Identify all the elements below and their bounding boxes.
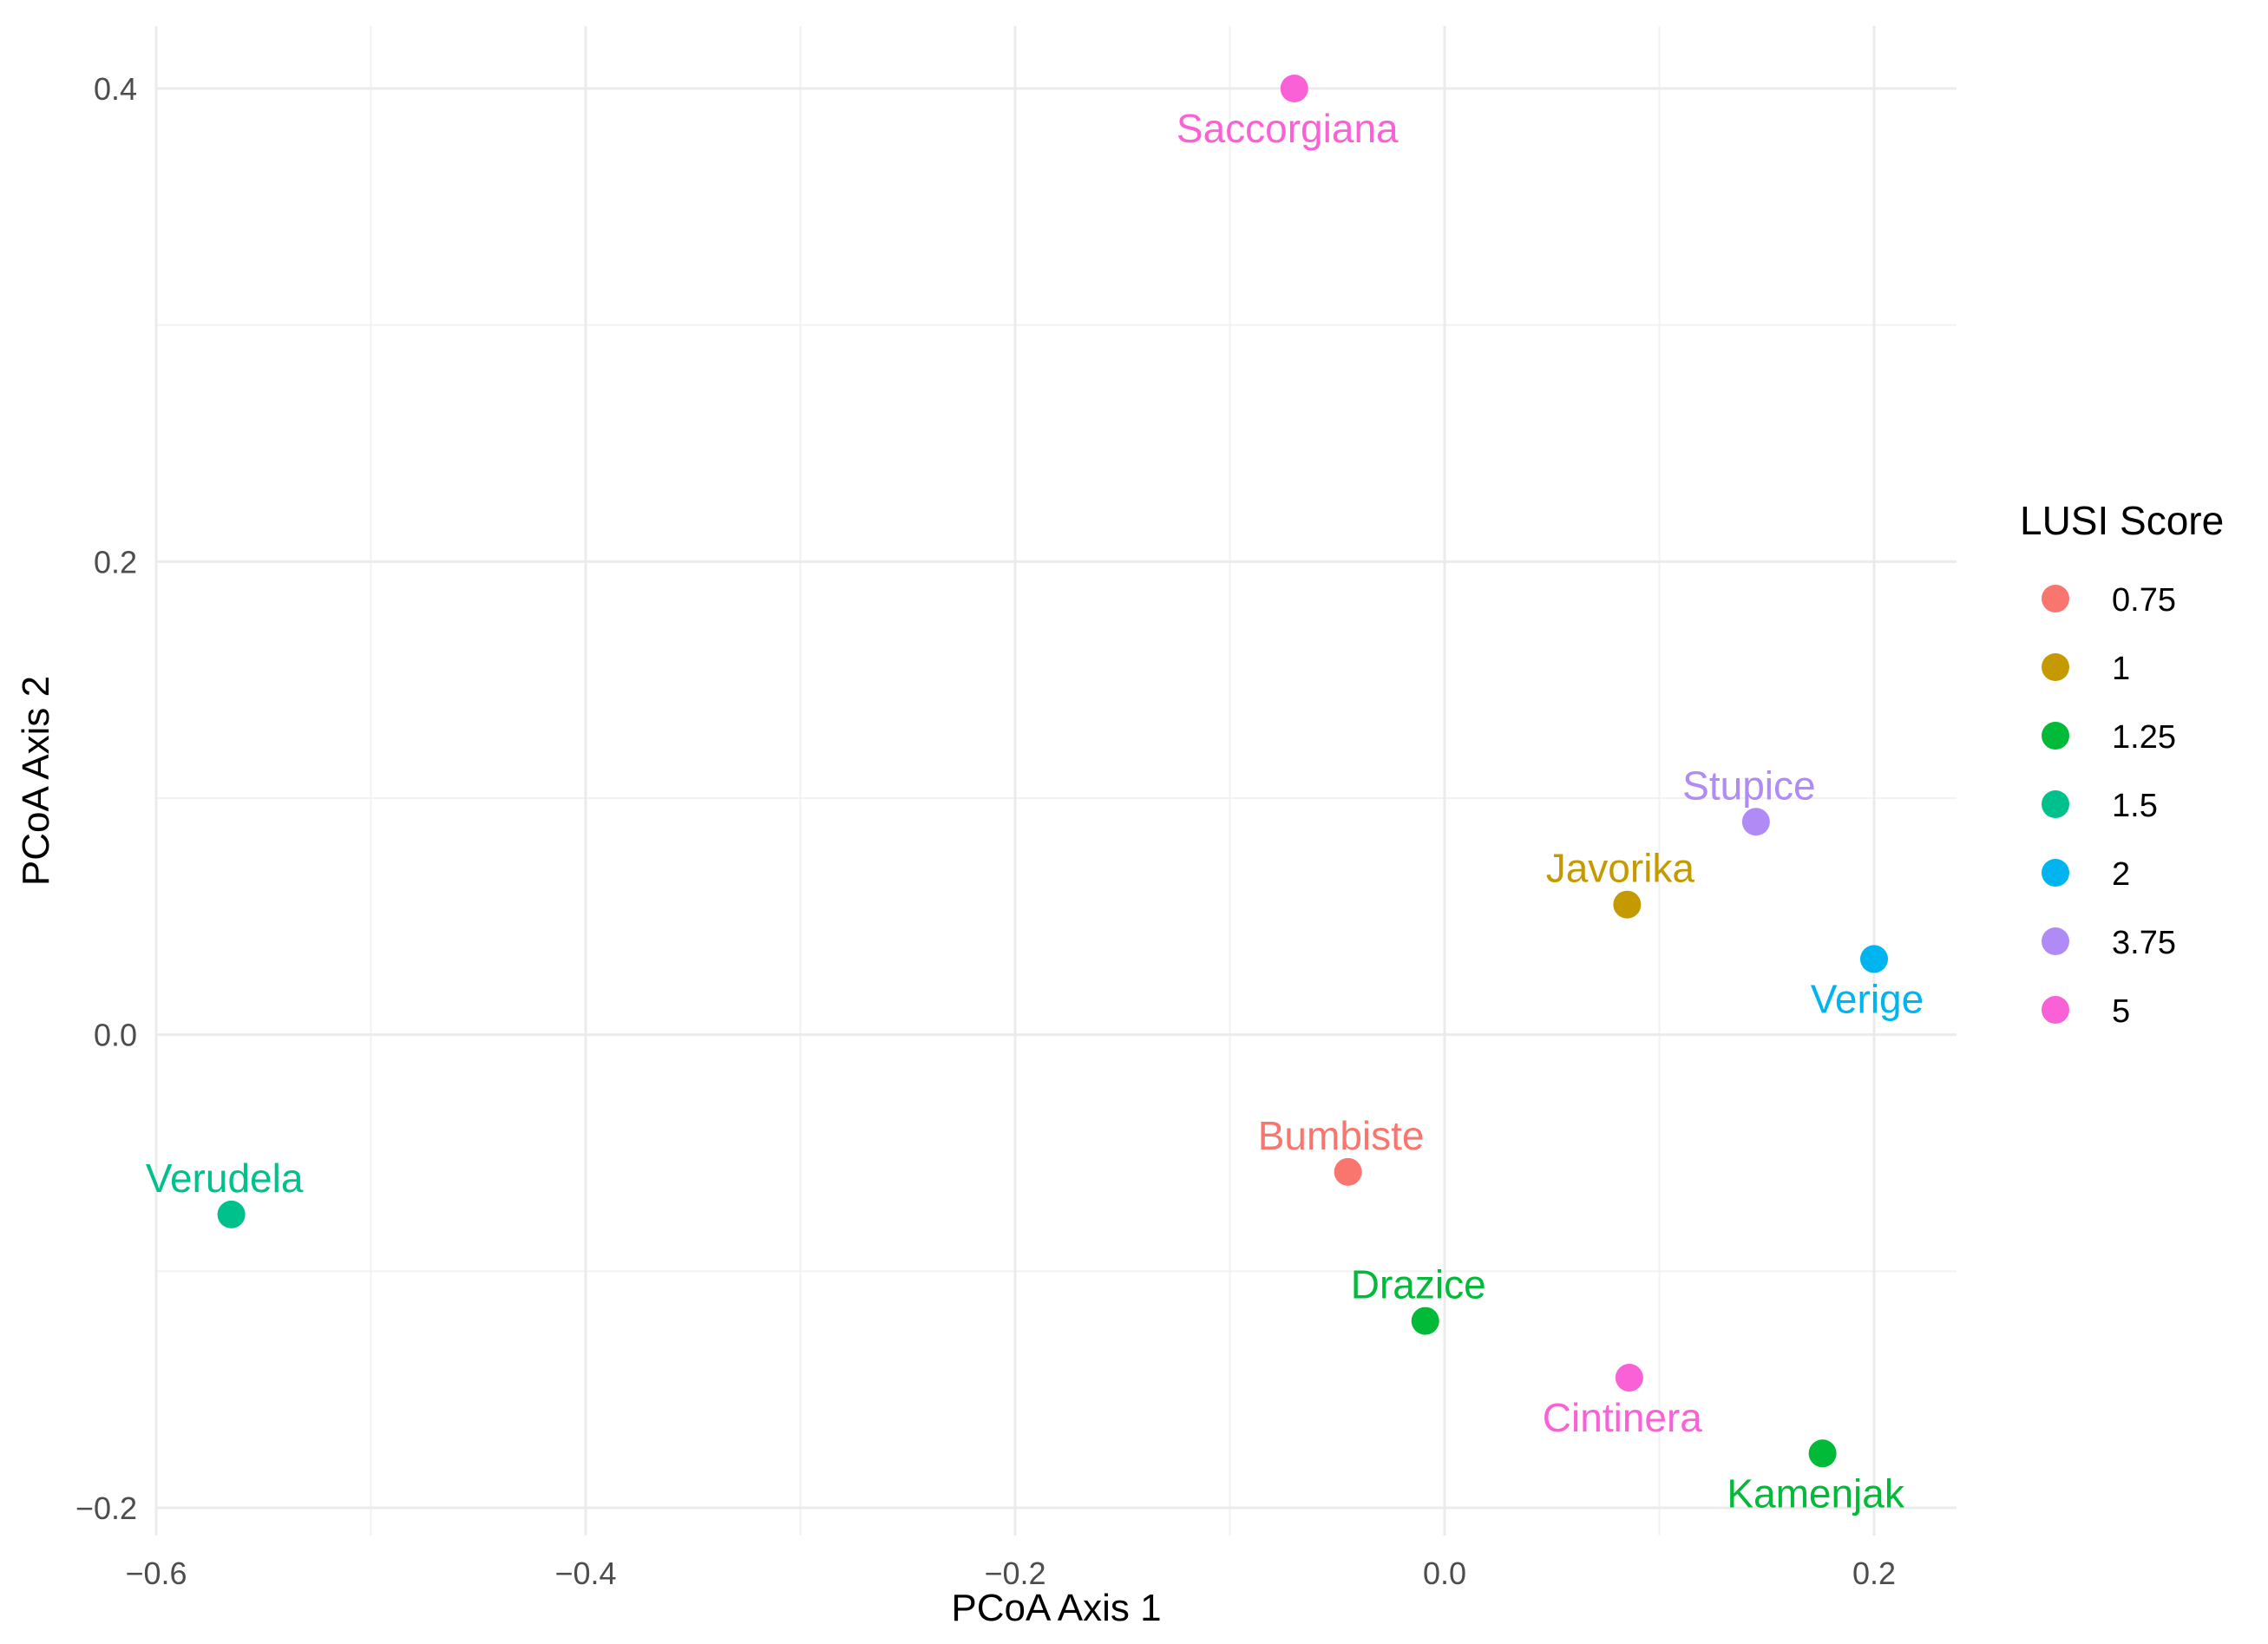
data-point-saccorgiana: [1280, 75, 1308, 102]
x-tick-label: −0.6: [125, 1556, 187, 1591]
legend-items: 0.75 1 1.25 1.5 2 3.75 5: [2042, 582, 2176, 1030]
major-gridlines: [154, 26, 1957, 1536]
x-axis-title: PCoA Axis 1: [951, 1587, 1161, 1629]
legend-key-3.75: [2042, 927, 2069, 955]
data-points: [217, 75, 1888, 1468]
point-label-verudela: Verudela: [146, 1156, 304, 1201]
point-label-bumbiste: Bumbiste: [1258, 1113, 1425, 1158]
y-tick-label: 0.2: [94, 544, 137, 580]
y-axis-ticks: −0.2 0.0 0.2 0.4: [75, 71, 137, 1526]
legend-key-0.75: [2042, 585, 2069, 612]
data-point-verige: [1860, 945, 1888, 973]
x-tick-label: −0.4: [554, 1556, 616, 1591]
point-label-saccorgiana: Saccorgiana: [1177, 106, 1399, 151]
point-label-verige: Verige: [1811, 976, 1924, 1021]
point-label-kamenjak: Kamenjak: [1727, 1470, 1905, 1516]
legend-key-1.5: [2042, 790, 2069, 818]
point-label-cintinera: Cintinera: [1543, 1395, 1703, 1440]
data-point-cintinera: [1615, 1364, 1643, 1392]
y-tick-label: 0.4: [94, 71, 137, 107]
y-tick-label: 0.0: [94, 1018, 137, 1053]
x-tick-label: −0.2: [984, 1556, 1046, 1591]
x-tick-label: 0.2: [1852, 1556, 1896, 1591]
legend-label-1.25: 1.25: [2112, 719, 2176, 756]
data-point-kamenjak: [1808, 1439, 1837, 1468]
data-point-drazice: [1411, 1307, 1439, 1335]
point-label-drazice: Drazice: [1351, 1262, 1486, 1307]
point-label-javorika: Javorika: [1546, 846, 1695, 891]
legend-key-1: [2042, 653, 2069, 681]
data-point-javorika: [1613, 890, 1642, 919]
legend-label-2: 2: [2112, 856, 2130, 893]
point-labels: Saccorgiana Stupice Javorika Verige Bumbiste…: [146, 106, 1924, 1516]
point-label-stupice: Stupice: [1682, 763, 1815, 808]
data-point-verudela: [217, 1200, 246, 1228]
legend: LUSI Score 0.75 1 1.25 1.5 2 3.75 5: [2020, 498, 2224, 1030]
legend-label-5: 5: [2112, 993, 2130, 1030]
data-point-bumbiste: [1334, 1157, 1362, 1186]
legend-key-1.25: [2042, 722, 2069, 750]
legend-key-5: [2042, 996, 2069, 1024]
legend-key-2: [2042, 859, 2069, 887]
legend-label-0.75: 0.75: [2112, 582, 2176, 619]
y-tick-label: −0.2: [75, 1490, 137, 1526]
minor-gridlines: [156, 26, 1957, 1536]
legend-label-3.75: 3.75: [2112, 925, 2176, 961]
legend-title: LUSI Score: [2020, 498, 2224, 543]
y-axis-title: PCoA Axis 2: [15, 676, 57, 886]
x-axis-ticks: −0.6 −0.4 −0.2 0.0 0.2: [125, 1556, 1896, 1591]
x-tick-label: 0.0: [1423, 1556, 1466, 1591]
data-point-stupice: [1741, 808, 1770, 836]
legend-label-1: 1: [2112, 651, 2130, 687]
legend-label-1.5: 1.5: [2112, 788, 2158, 824]
